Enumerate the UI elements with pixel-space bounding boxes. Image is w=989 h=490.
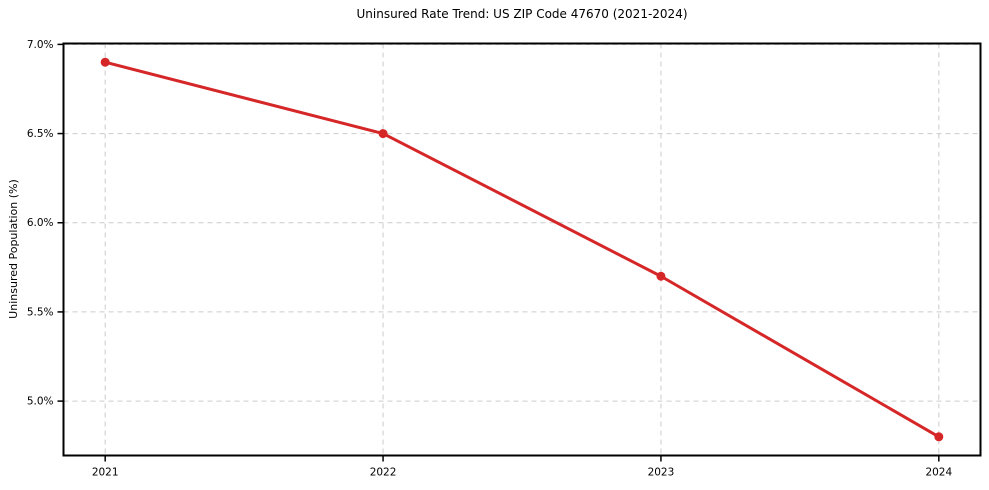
chart-title: Uninsured Rate Trend: US ZIP Code 47670 … [356,7,688,21]
y-tick-label: 7.0% [27,39,54,51]
y-axis-label: Uninsured Population (%) [7,179,20,319]
y-tick-label: 5.5% [27,306,54,318]
y-tick-label: 6.0% [27,217,54,229]
x-tick-label: 2024 [925,467,952,479]
x-tick-label: 2023 [648,467,675,479]
data-point-marker [100,57,110,67]
x-tick-label: 2021 [92,467,119,479]
plot-border [62,42,982,457]
trend-line [103,60,941,439]
data-point-marker [656,271,666,281]
y-tick-label: 5.0% [27,396,54,408]
data-point-marker [378,129,388,139]
x-tick-label: 2022 [370,467,397,479]
y-tick-label: 6.5% [27,128,54,140]
data-point-marker [934,432,944,442]
